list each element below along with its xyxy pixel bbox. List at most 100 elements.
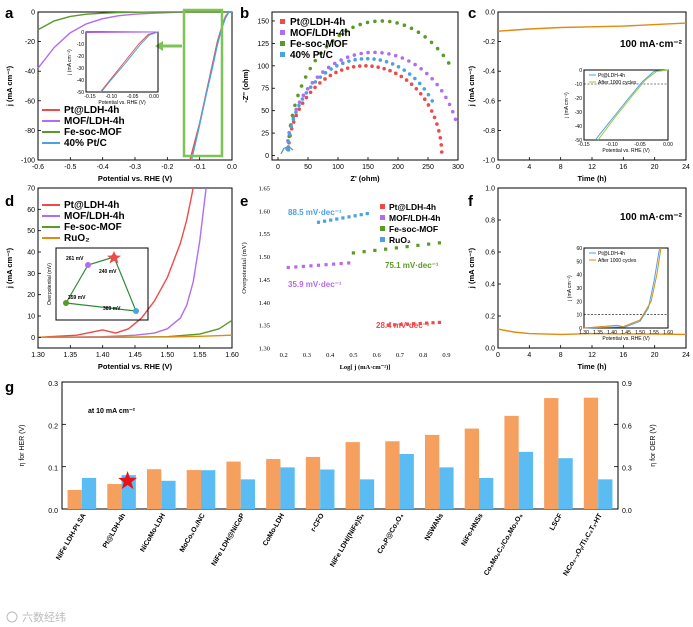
eis-point [419,66,423,71]
y-tick-label: 10 [27,314,35,321]
category-label: NSWANs [424,512,445,542]
y-tick-label: 1.40 [259,300,270,307]
y-tick-label: 0.0 [485,10,495,17]
x-tick-label: 16 [619,164,627,171]
y-axis-title: j (mA cm⁻²) [5,247,14,289]
tafel-point [359,213,363,217]
eis-point [358,22,362,27]
eis-point [300,97,305,101]
y-tick-label: 75 [261,86,269,93]
inset-y-tick: -20 [77,54,84,60]
eis-point [359,57,364,61]
y-tick-label: 0.4 [485,282,495,289]
eis-series-3 [285,56,435,152]
eis-point [417,81,422,86]
eis-point [332,61,337,66]
inset-marker [85,262,91,268]
bar-her [186,470,201,509]
inset-y-tick: 10 [576,313,582,319]
x-tick-label: 1.40 [96,352,110,359]
eis-point [372,57,376,61]
inset-x-tick: -0.10 [106,94,118,100]
x-tick-label: 24 [682,164,690,171]
category-label: NiFe-HNSs [461,512,485,547]
tafel-point [418,321,422,326]
inset-y-tick: 20 [576,299,582,305]
eis-point [347,59,351,63]
tafel-point [294,265,298,269]
eis-point [340,61,345,66]
y-tick-label: 50 [27,228,35,235]
y-tick-label: -100 [21,158,35,165]
inset-x-tick: -0.10 [606,142,618,148]
tafel-slope-label: 75.1 mV·dec⁻¹ [385,261,439,270]
y-tick-label: 40 [27,250,35,257]
inset-y-tick: -40 [575,124,582,130]
eis-point [353,57,357,62]
y-tick-label: 0.2 [485,314,495,321]
x-axis-title: Potential vs. RHE (V) [98,362,173,371]
x-tick-label: 8 [559,164,563,171]
eis-point [416,30,421,35]
x-tick-label: 0.3 [303,352,311,359]
category-label: Co₆Mo₆C₂/Co₂Mo₃O₈ [483,513,524,577]
current-density-annotation: 100 mA·cm⁻² [620,39,683,50]
lsv-line-40-pt-c [190,11,232,161]
y-tick-label: -80 [25,128,35,135]
x-tick-label: 1.30 [31,352,45,359]
eis-point [393,53,398,58]
x-tick-label: 1.45 [128,352,142,359]
tafel-point [399,322,403,327]
eis-point [351,25,355,30]
x-axis-title: Time (h) [577,362,607,371]
y-tick-label-left: 0.1 [48,466,58,473]
eis-point [430,76,434,81]
legend-label: MOF/LDH-4h [64,211,125,222]
y-axis-title: j (mA cm⁻²) [5,65,14,107]
tafel-point [393,323,397,327]
eis-point [373,19,377,24]
eis-point [304,95,309,100]
eis-point [287,132,292,136]
eis-point [430,99,435,103]
x-axis-title: Time (h) [577,174,607,183]
eis-point [426,103,431,107]
inset-y-tick: -20 [575,96,582,102]
inset-x-tick: 1.55 [649,330,659,336]
eis-point [435,46,440,51]
eis-point [402,23,407,28]
inset-y-tick: 40 [576,273,582,279]
x-tick-label: 20 [651,352,659,359]
tafel-point [405,322,410,326]
bar-her [504,415,519,509]
tafel-point [339,261,343,266]
inset-y-tick: 0 [81,30,84,36]
eis-point [359,51,363,56]
eis-point [286,139,291,144]
y-tick-label-right: 0.6 [622,423,632,430]
eis-point [423,35,427,39]
category-label: NiCoMo-LDH [139,513,167,554]
x-tick-label: 0.8 [419,352,427,359]
eis-point [318,81,322,85]
eis-point [351,64,356,69]
watermark-text: 六数经纬 [22,611,66,624]
inset-y-title: j (mA cm⁻²) [567,275,573,302]
inset-frame-f [583,247,669,329]
y-tick-label: -0.6 [483,98,495,105]
eis-point [396,64,401,69]
inset-line-pt-ldh [100,31,159,93]
panel-label-f: f [468,193,474,210]
eis-point [435,82,439,87]
y-tick-label: 20 [27,292,35,299]
bar-her [226,461,241,509]
inset-y-tick: -50 [77,90,84,96]
eis-point [300,101,305,105]
y-axis-title: Overpotential (mV) [241,242,248,293]
eis-point [315,75,320,79]
bar-oer [558,458,573,509]
x-tick-label: 0.9 [442,352,450,359]
inset-x-tick: 0.00 [149,94,159,100]
panel-label-b: b [240,5,249,22]
x-tick-label: 0.5 [349,352,357,359]
